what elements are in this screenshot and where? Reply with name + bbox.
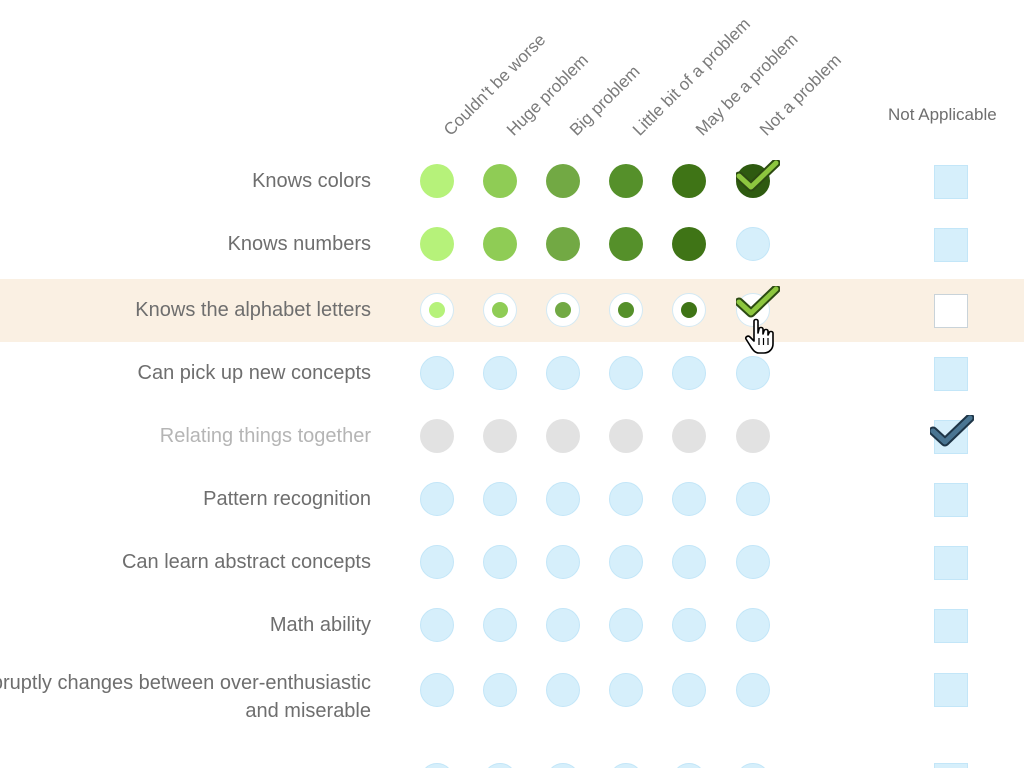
rating-option-5[interactable] bbox=[672, 482, 706, 516]
question-row-knows-colors: Knows colors bbox=[0, 150, 1024, 213]
question-label: Abruptly changes between over-enthusiast… bbox=[0, 672, 371, 722]
question-label: Relating things together bbox=[159, 425, 371, 447]
not-applicable-checkbox[interactable] bbox=[934, 546, 968, 580]
rating-option-5-disabled bbox=[672, 419, 706, 453]
rating-option-1[interactable] bbox=[420, 293, 454, 327]
rating-option-5[interactable] bbox=[672, 673, 706, 707]
rating-option-3-disabled bbox=[546, 419, 580, 453]
question-row-can-learn-abstract-concepts: Can learn abstract concepts bbox=[0, 531, 1024, 594]
rating-option-3[interactable] bbox=[546, 482, 580, 516]
rating-option-1[interactable] bbox=[420, 545, 454, 579]
not-applicable-checkbox[interactable] bbox=[934, 673, 968, 707]
rating-option-3[interactable] bbox=[546, 608, 580, 642]
rating-option-2[interactable] bbox=[483, 608, 517, 642]
checkmark-icon bbox=[736, 160, 780, 192]
rating-option-5[interactable] bbox=[672, 545, 706, 579]
column-header: Couldn't be worse Huge problem Big probl… bbox=[0, 0, 1024, 150]
rating-option-3[interactable] bbox=[546, 164, 580, 198]
rating-option-2[interactable] bbox=[483, 545, 517, 579]
rating-option-4[interactable] bbox=[609, 673, 643, 707]
rating-option-5[interactable] bbox=[672, 608, 706, 642]
rating-option-6[interactable] bbox=[736, 482, 770, 516]
question-row-math-ability: Math ability bbox=[0, 594, 1024, 657]
rating-option-2-disabled bbox=[483, 419, 517, 453]
question-label: Knows numbers bbox=[227, 233, 371, 255]
rating-option-1[interactable] bbox=[420, 482, 454, 516]
rating-option-3[interactable] bbox=[546, 545, 580, 579]
column-header-not-applicable: Not Applicable bbox=[888, 105, 997, 124]
rating-option-1-disabled bbox=[420, 419, 454, 453]
question-row-relating-things-together: Relating things together bbox=[0, 405, 1024, 468]
rating-option-1[interactable] bbox=[420, 356, 454, 390]
rating-option-5[interactable] bbox=[672, 293, 706, 327]
question-label: Can learn abstract concepts bbox=[121, 551, 371, 573]
rating-option-6[interactable] bbox=[736, 763, 770, 768]
rating-option-4[interactable] bbox=[609, 482, 643, 516]
rating-option-1[interactable] bbox=[420, 608, 454, 642]
rating-option-3[interactable] bbox=[546, 356, 580, 390]
checkmark-icon bbox=[930, 415, 974, 447]
rating-option-4[interactable] bbox=[609, 763, 643, 768]
question-row-knows-the-alphabet-letters: Knows the alphabet letters bbox=[0, 279, 1024, 342]
rating-option-5[interactable] bbox=[672, 164, 706, 198]
rating-option-2[interactable] bbox=[483, 356, 517, 390]
question-row-can-pick-up-new-concepts: Can pick up new concepts bbox=[0, 342, 1024, 405]
rating-option-4[interactable] bbox=[609, 227, 643, 261]
rating-option-6[interactable] bbox=[736, 545, 770, 579]
column-header-little-bit-of-a-problem: Little bit of a problem bbox=[629, 14, 755, 140]
rating-option-6[interactable] bbox=[736, 608, 770, 642]
rating-option-2[interactable] bbox=[483, 164, 517, 198]
rating-option-3[interactable] bbox=[546, 293, 580, 327]
not-applicable-checkbox[interactable] bbox=[934, 609, 968, 643]
hand-cursor-icon bbox=[745, 318, 774, 354]
not-applicable-checkbox[interactable] bbox=[934, 228, 968, 262]
rating-option-6-disabled bbox=[736, 419, 770, 453]
rating-option-5-selected[interactable] bbox=[672, 227, 706, 261]
rating-option-4[interactable] bbox=[609, 608, 643, 642]
rating-option-1[interactable] bbox=[420, 227, 454, 261]
rating-option-5[interactable] bbox=[672, 763, 706, 768]
rating-option-2[interactable] bbox=[483, 482, 517, 516]
rating-option-4[interactable] bbox=[609, 293, 643, 327]
rating-option-2[interactable] bbox=[483, 673, 517, 707]
rating-option-4[interactable] bbox=[609, 356, 643, 390]
not-applicable-checkbox[interactable] bbox=[934, 357, 968, 391]
question-label: Math ability bbox=[269, 614, 371, 636]
question-row-partial bbox=[0, 755, 1024, 768]
not-applicable-checkbox[interactable] bbox=[934, 165, 968, 199]
question-label: Knows colors bbox=[252, 170, 371, 192]
rating-option-4[interactable] bbox=[609, 164, 643, 198]
rating-option-6[interactable] bbox=[736, 673, 770, 707]
rating-option-2[interactable] bbox=[483, 227, 517, 261]
rating-option-4[interactable] bbox=[609, 545, 643, 579]
rating-option-1[interactable] bbox=[420, 763, 454, 768]
rating-option-3[interactable] bbox=[546, 673, 580, 707]
rating-option-5[interactable] bbox=[672, 356, 706, 390]
rating-option-6[interactable] bbox=[736, 356, 770, 390]
rating-option-2[interactable] bbox=[483, 763, 517, 768]
question-label: Knows the alphabet letters bbox=[135, 299, 371, 321]
question-row-knows-numbers: Knows numbers bbox=[0, 213, 1024, 276]
not-applicable-checkbox[interactable] bbox=[934, 763, 968, 768]
rating-option-3[interactable] bbox=[546, 763, 580, 768]
rating-option-2[interactable] bbox=[483, 293, 517, 327]
question-label: Can pick up new concepts bbox=[137, 362, 371, 384]
rating-option-3[interactable] bbox=[546, 227, 580, 261]
rating-option-1[interactable] bbox=[420, 673, 454, 707]
question-row-pattern-recognition: Pattern recognition bbox=[0, 468, 1024, 531]
rating-option-1[interactable] bbox=[420, 164, 454, 198]
rating-option-6[interactable] bbox=[736, 227, 770, 261]
not-applicable-checkbox[interactable] bbox=[934, 483, 968, 517]
not-applicable-checkbox[interactable] bbox=[934, 294, 968, 328]
checkmark-icon bbox=[736, 286, 780, 318]
rating-option-4-disabled bbox=[609, 419, 643, 453]
question-row-abruptly-changes: Abruptly changes between over-enthusiast… bbox=[0, 657, 1024, 737]
question-label: Pattern recognition bbox=[203, 488, 371, 510]
